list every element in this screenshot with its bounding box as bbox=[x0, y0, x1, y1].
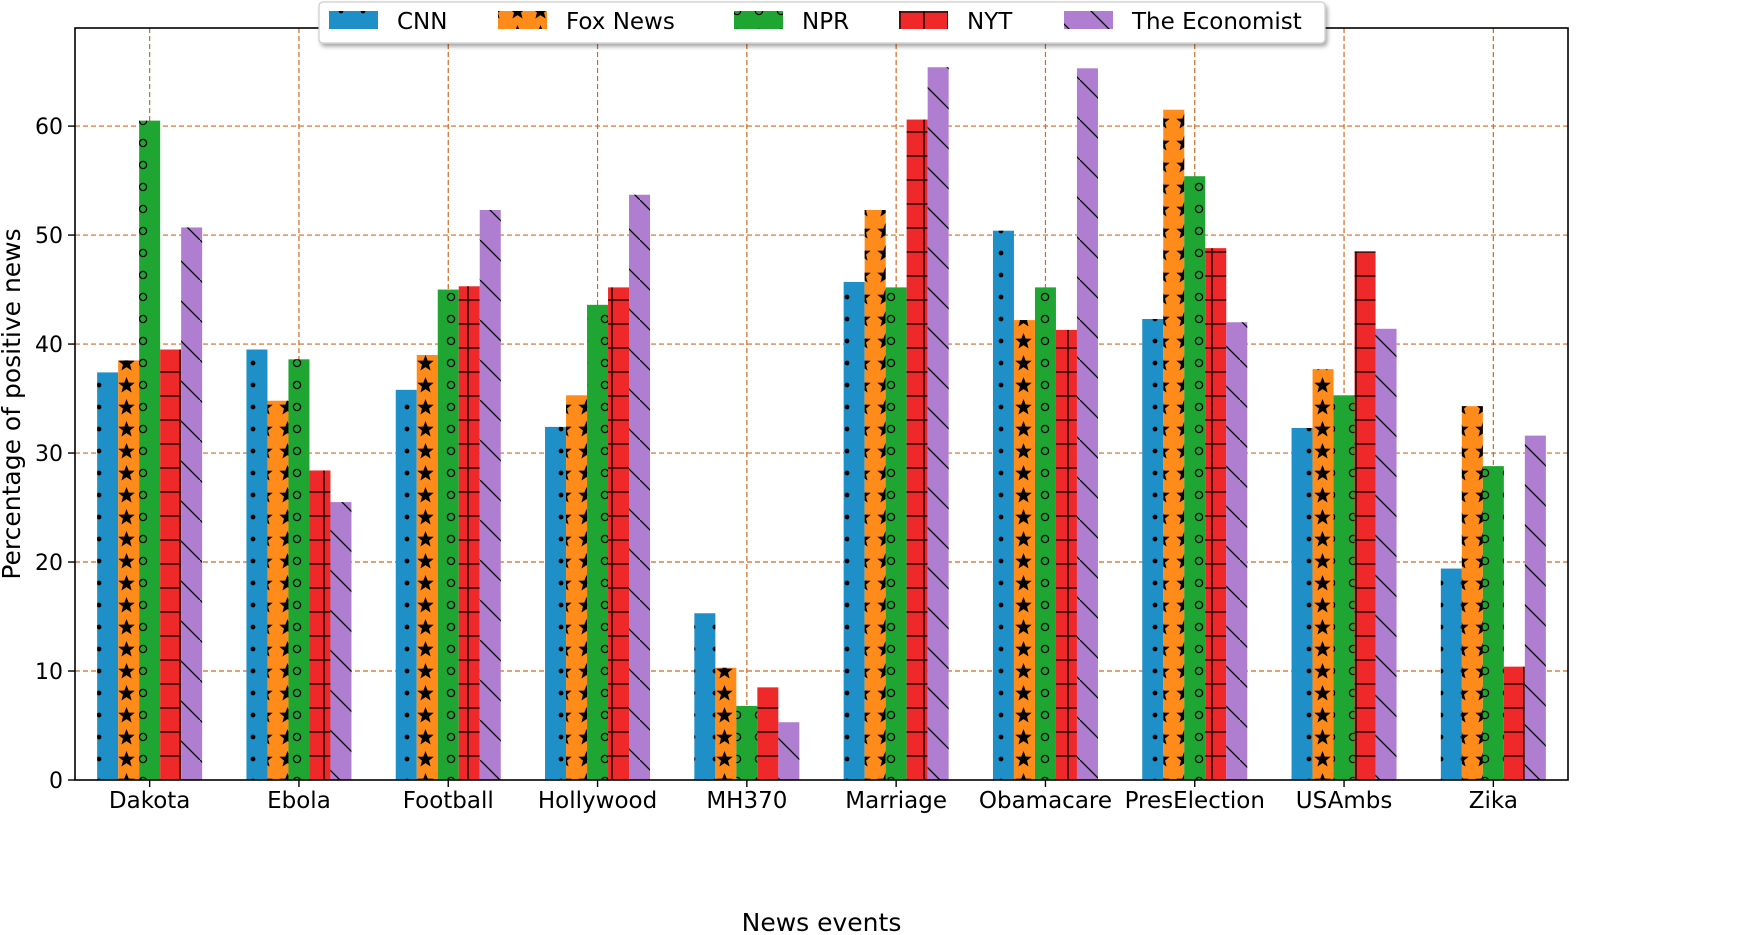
y-tick-label: 50 bbox=[35, 224, 63, 249]
bar-hatch bbox=[736, 705, 758, 780]
legend-label: Fox News bbox=[566, 9, 675, 35]
legend-entry: NYT bbox=[899, 9, 1013, 35]
legend-label: NYT bbox=[967, 9, 1013, 35]
bar-hatch bbox=[566, 395, 588, 780]
bar-hatch bbox=[1205, 248, 1227, 780]
bar-hatch bbox=[1482, 466, 1504, 780]
legend-label: NPR bbox=[802, 9, 849, 35]
bar-hatch bbox=[309, 470, 331, 780]
legend-swatch-hatch bbox=[734, 11, 783, 29]
bar-hatch bbox=[694, 613, 716, 780]
y-tick-label: 30 bbox=[35, 442, 63, 467]
y-tick-label: 10 bbox=[35, 660, 63, 685]
bar-hatch bbox=[1524, 435, 1546, 780]
bar-hatch bbox=[1142, 318, 1164, 780]
bar-hatch bbox=[330, 502, 352, 780]
bar-hatch bbox=[1055, 329, 1077, 780]
bar-hatch bbox=[864, 210, 886, 780]
y-tick-label: 0 bbox=[49, 769, 63, 794]
bar-hatch bbox=[181, 227, 203, 780]
bar-hatch bbox=[479, 210, 501, 780]
bar-hatch bbox=[395, 389, 417, 780]
bar-hatch bbox=[843, 281, 865, 780]
bar-hatch bbox=[906, 119, 928, 780]
x-tick-label: Dakota bbox=[109, 788, 191, 814]
legend-entry: Fox News bbox=[498, 9, 675, 35]
series-fox-news bbox=[118, 109, 1483, 780]
x-tick-label: USAmbs bbox=[1296, 788, 1393, 814]
bar-hatch bbox=[437, 289, 459, 780]
bar-hatch bbox=[715, 667, 737, 780]
bar-hatch bbox=[1034, 287, 1056, 780]
bar-hatch bbox=[1013, 320, 1035, 780]
legend-label: The Economist bbox=[1131, 9, 1302, 35]
bar-hatch bbox=[1184, 176, 1206, 781]
legend-swatch-hatch bbox=[329, 11, 378, 29]
legend: CNN Fox News NPR NYT The Economist bbox=[318, 1, 1326, 44]
bar-hatch bbox=[1440, 568, 1462, 780]
bar-hatch bbox=[1226, 322, 1248, 780]
bar-hatch bbox=[1312, 369, 1334, 780]
legend-swatch-hatch bbox=[498, 11, 547, 29]
bar-hatch bbox=[288, 359, 310, 780]
bar-hatch bbox=[1503, 666, 1525, 780]
bar-hatch bbox=[545, 426, 567, 780]
bar-hatch bbox=[778, 722, 800, 780]
bar-hatch bbox=[608, 287, 630, 780]
bar-hatch bbox=[416, 354, 438, 780]
series-cnn bbox=[97, 230, 1462, 781]
bar-hatch bbox=[267, 400, 289, 780]
bar-hatch bbox=[757, 687, 779, 780]
legend-swatch-hatch bbox=[1064, 11, 1113, 29]
bar-hatch bbox=[1354, 251, 1376, 780]
bar-hatch bbox=[629, 194, 651, 781]
bar-hatch bbox=[97, 372, 119, 780]
bar-hatch bbox=[992, 230, 1014, 781]
bars bbox=[97, 67, 1546, 781]
series-the-economist bbox=[181, 67, 1546, 781]
bar-hatch bbox=[927, 67, 949, 780]
bar-hatch bbox=[1375, 328, 1397, 780]
y-tick-label: 20 bbox=[35, 551, 63, 576]
bar-hatch bbox=[587, 304, 609, 780]
x-tick-label: PresElection bbox=[1125, 788, 1265, 814]
bar-hatch bbox=[1163, 109, 1185, 780]
y-axis-label: Percentage of positive news bbox=[0, 228, 26, 579]
bar-hatch bbox=[885, 287, 907, 780]
legend-label: CNN bbox=[397, 9, 447, 35]
x-tick-label: Hollywood bbox=[538, 788, 657, 814]
x-tick-label: Obamacare bbox=[979, 788, 1112, 814]
series-nyt bbox=[160, 119, 1525, 780]
x-tick-label: Zika bbox=[1469, 788, 1518, 814]
series-npr bbox=[139, 120, 1504, 781]
x-tick-label: MH370 bbox=[706, 788, 787, 814]
x-tick-label: Ebola bbox=[267, 788, 331, 814]
x-tick-label: Football bbox=[403, 788, 494, 814]
legend-swatch-hatch bbox=[899, 11, 948, 29]
bar-hatch bbox=[1333, 395, 1355, 780]
bar-hatch bbox=[246, 349, 268, 780]
bar-hatch bbox=[458, 286, 480, 780]
bar-hatch bbox=[118, 360, 140, 780]
bar-hatch bbox=[1461, 406, 1483, 780]
x-axis-label: News events bbox=[742, 908, 902, 935]
legend-entry: CNN bbox=[329, 9, 447, 35]
bar-hatch bbox=[139, 120, 161, 780]
bar-hatch bbox=[1291, 427, 1313, 780]
bar-hatch bbox=[160, 349, 182, 780]
x-tick-label: Marriage bbox=[845, 788, 947, 814]
bar-hatch bbox=[1076, 68, 1098, 780]
y-tick-label: 60 bbox=[35, 115, 63, 140]
axis-ticks: 0 10 20 30 40 50 60 Dakota Ebola Football Hollywoo… bbox=[35, 115, 1518, 814]
legend-entry: NPR bbox=[734, 9, 849, 35]
y-tick-label: 40 bbox=[35, 333, 63, 358]
legend-entry: The Economist bbox=[1064, 9, 1302, 35]
